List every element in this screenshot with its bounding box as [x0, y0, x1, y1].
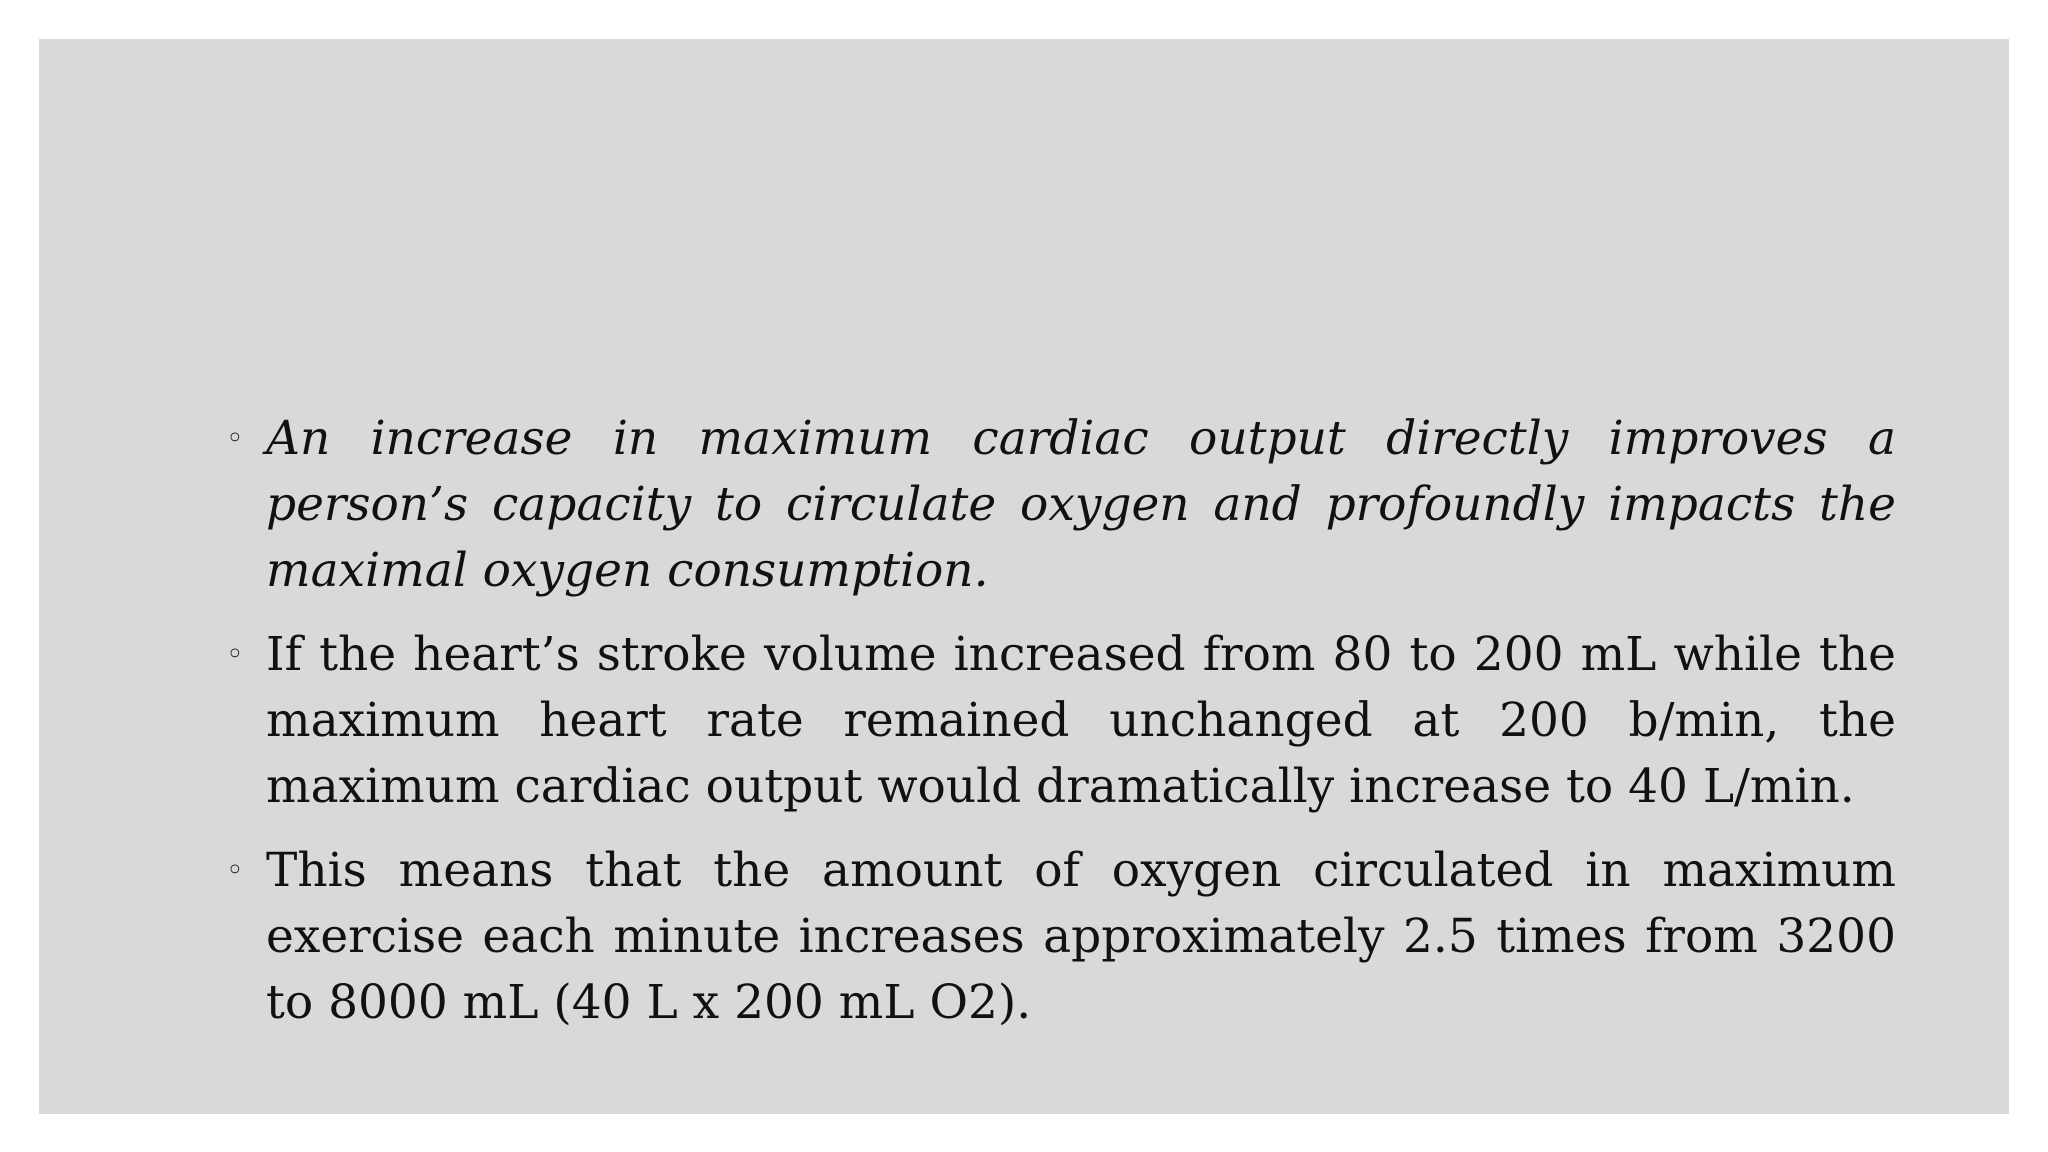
- bullet-item: ◦ If the heart’s stroke volume increased…: [226, 622, 1896, 820]
- bullet-marker-icon: ◦: [226, 853, 244, 888]
- bullet-text: If the heart’s stroke volume increased f…: [266, 627, 1896, 814]
- bullet-marker-icon: ◦: [226, 637, 244, 672]
- bullet-text: This means that the amount of oxygen cir…: [266, 843, 1896, 1030]
- bullet-item: ◦ This means that the amount of oxygen c…: [226, 838, 1896, 1036]
- bullet-item: ◦ An increase in maximum cardiac output …: [226, 406, 1896, 604]
- slide: ◦ An increase in maximum cardiac output …: [39, 39, 2009, 1114]
- bullet-list: ◦ An increase in maximum cardiac output …: [226, 406, 1896, 1054]
- bullet-marker-icon: ◦: [226, 421, 244, 456]
- bullet-text: An increase in maximum cardiac output di…: [266, 411, 1896, 598]
